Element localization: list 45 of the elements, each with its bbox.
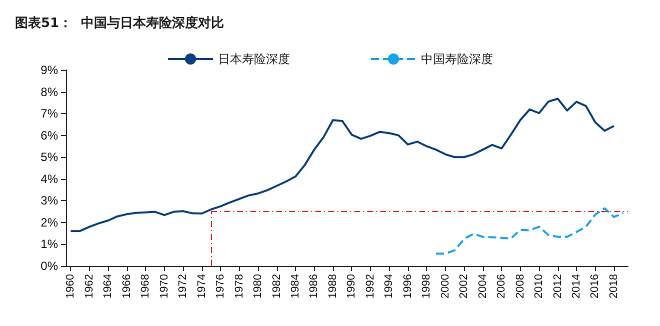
x-tick-label: 1970 bbox=[158, 274, 170, 298]
x-tick-label: 2006 bbox=[496, 274, 508, 298]
chart-title: 图表51： 中国与日本寿险深度对比 bbox=[15, 15, 224, 31]
x-tick-label: 1992 bbox=[364, 274, 376, 298]
x-tick-label: 2008 bbox=[514, 274, 526, 298]
x-tick-label: 1984 bbox=[289, 274, 302, 298]
line-series bbox=[70, 98, 615, 232]
x-tick-label: 1974 bbox=[196, 274, 208, 298]
y-tick-label: 9% bbox=[40, 63, 58, 77]
y-tick-label: 7% bbox=[40, 106, 58, 121]
y-tick-label: 3% bbox=[40, 194, 58, 208]
legend-label: 日本寿险深度 bbox=[218, 52, 290, 66]
x-tick-label: 1998 bbox=[420, 274, 433, 298]
x-tick-label: 2010 bbox=[533, 274, 546, 298]
y-tick-label: 6% bbox=[40, 128, 58, 142]
x-tick-label: 2018 bbox=[608, 274, 620, 298]
legend-label: 中国寿险深度 bbox=[421, 52, 493, 66]
y-tick-label: 5% bbox=[40, 150, 58, 164]
x-tick-label: 1960 bbox=[64, 274, 77, 298]
y-tick-label: 1% bbox=[40, 237, 58, 252]
x-tick-label: 1988 bbox=[326, 274, 339, 298]
y-tick-label: 8% bbox=[40, 84, 58, 99]
x-tick-label: 2004 bbox=[476, 274, 489, 298]
x-tick-label: 2014 bbox=[570, 274, 582, 298]
x-tick-label: 2016 bbox=[589, 274, 602, 298]
x-tick-label: 2002 bbox=[458, 274, 470, 298]
x-tick-label: 1980 bbox=[252, 274, 264, 298]
x-tick-label: 1964 bbox=[102, 274, 114, 298]
x-tick-label: 1990 bbox=[346, 274, 358, 298]
y-tick-label: 2% bbox=[40, 215, 58, 230]
x-tick-label: 1986 bbox=[308, 274, 320, 298]
x-tick-label: 2000 bbox=[439, 274, 452, 298]
x-tick-label: 1968 bbox=[140, 274, 152, 298]
x-tick-label: 1982 bbox=[270, 274, 283, 298]
x-tick-label: 1978 bbox=[233, 274, 246, 298]
x-tick-label: 1994 bbox=[383, 274, 396, 298]
x-tick-label: 1962 bbox=[83, 274, 96, 298]
x-tick-label: 1972 bbox=[177, 274, 190, 298]
line-series bbox=[434, 207, 624, 255]
y-tick-label: 0% bbox=[40, 259, 58, 273]
y-tick-label: 4% bbox=[40, 172, 58, 186]
x-tick-label: 1976 bbox=[214, 274, 227, 298]
x-tick-label: 1966 bbox=[120, 274, 133, 298]
x-tick-label: 1996 bbox=[402, 274, 414, 298]
x-tick-label: 2012 bbox=[552, 274, 564, 298]
